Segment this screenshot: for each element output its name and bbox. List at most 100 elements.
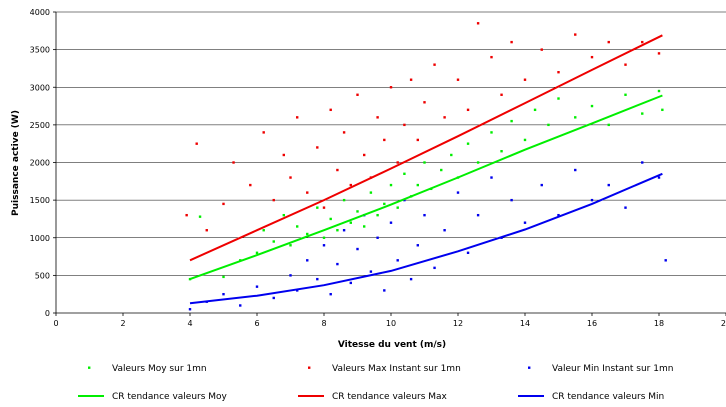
scatter-point [255,251,259,254]
y-tick-label: 4000 [30,8,50,17]
trend-line [189,94,663,281]
scatter-point [329,292,332,296]
scatter-point [185,213,188,217]
scatter-point [590,55,594,59]
scatter-point [342,198,346,202]
data-points [185,22,667,311]
scatter-point [510,198,513,202]
y-tick-label: 2000 [30,159,50,168]
scatter-point [590,198,594,202]
scatter-point [306,259,309,262]
scatter-point [450,153,453,157]
scatter-point [232,161,235,164]
scatter-point [423,101,426,104]
legend-marker [88,366,91,369]
scatter-point [657,52,661,55]
scatter-point [249,183,252,187]
scatter-point [574,116,577,119]
x-tick-label: 8 [321,319,326,328]
scatter-point [607,183,610,187]
scatter-point [396,259,399,262]
scatter-point [490,176,493,179]
scatter-point [490,131,493,134]
y-tick-label: 3000 [30,83,50,92]
scatter-point [272,296,275,300]
scatter-point [476,22,480,25]
scatter-point [306,191,309,194]
legend-label: Valeurs Moy sur 1mn [112,364,207,374]
scatter-point [322,206,326,209]
scatter-point [396,161,399,164]
scatter-point [329,217,332,221]
scatter-point [342,229,346,232]
scatter-point [500,150,503,153]
scatter-point [239,304,242,307]
scatter-point [316,206,319,209]
scatter-point [661,108,664,112]
x-tick-label: 2 [120,319,125,328]
legend-label: Valeurs Max Instant sur 1mn [332,364,461,374]
scatter-point [557,213,560,217]
y-tick-label: 3500 [30,46,50,55]
scatter-point [272,240,275,243]
scatter-point [316,146,319,149]
scatter-point [363,225,366,228]
scatter-point [523,221,527,224]
scatter-point [356,210,359,213]
scatter-point [282,153,285,157]
scatter-point [416,244,419,247]
x-tick-label: 6 [254,319,259,328]
trend-line [189,172,663,305]
scatter-point [466,142,470,145]
scatter-point [466,108,470,112]
scatter-point [349,281,352,285]
scatter-point [342,131,346,134]
scatter-point [383,289,386,292]
scatter-point [440,168,443,172]
scatter-point [624,93,627,96]
scatter-point [624,206,627,209]
x-tick-label: 0 [53,319,58,328]
scatter-point [389,221,393,224]
scatter-point [383,138,386,142]
scatter-point [198,215,202,218]
scatter-point [289,244,292,247]
y-tick-label: 2500 [30,121,50,130]
scatter-point [329,108,332,112]
scatter-point [523,138,527,142]
scatter-point [195,142,198,145]
scatter-point [409,78,413,81]
scatter-point [590,104,594,108]
scatter-point [409,277,413,281]
x-tick-label: 18 [654,319,664,328]
x-tick-label: 14 [520,319,530,328]
legend-label: Valeur Min Instant sur 1mn [552,364,673,374]
scatter-point [624,63,627,66]
scatter-point [349,221,352,224]
scatter-point [222,292,225,296]
scatter-point [476,161,480,164]
scatter-point [490,55,493,59]
x-tick-label: 20 [721,319,726,328]
scatter-point [222,202,225,206]
scatter-point [403,172,406,175]
scatter-point [607,123,610,127]
scatter-point [376,236,379,239]
scatter-point [396,206,399,209]
scatter-point [540,183,543,187]
scatter-point [510,40,513,44]
scatter-point [289,176,292,179]
y-tick-label: 1000 [30,234,50,243]
legend-label: CR tendance valeurs Moy [112,392,228,402]
scatter-point [500,93,503,96]
scatter-point [540,48,543,51]
scatter-point [423,161,426,164]
scatter-point [389,183,393,187]
scatter-point [222,275,225,279]
scatter-point [476,213,480,217]
trend-lines [189,34,663,305]
scatter-point [657,176,661,179]
scatter-point [389,86,393,89]
